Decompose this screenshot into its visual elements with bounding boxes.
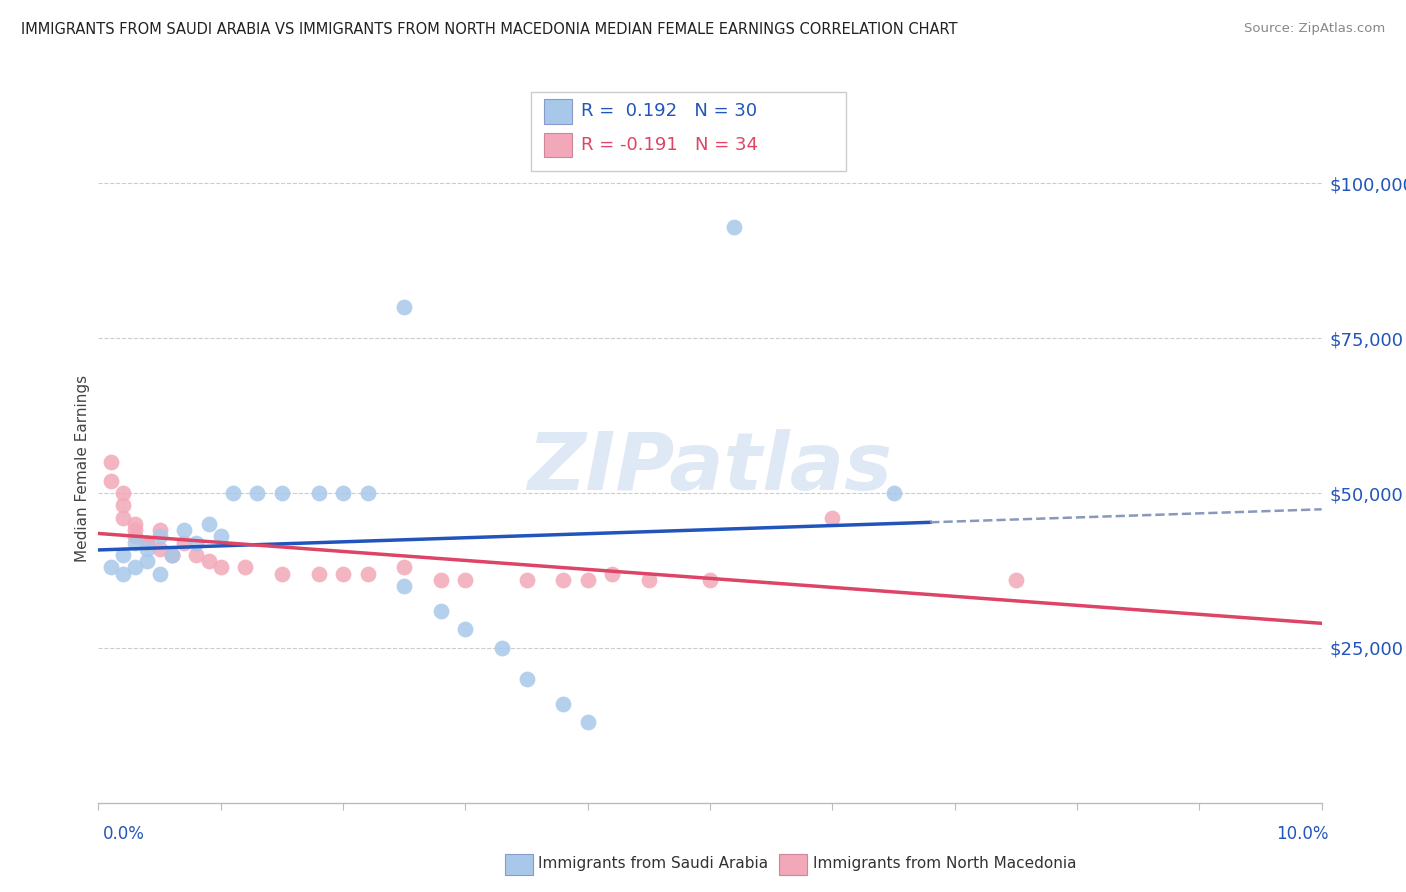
Point [430,573,453,587]
Point [160,548,183,562]
Point [270,566,292,581]
Point [197,554,219,568]
Point [124,523,146,537]
Point [149,529,172,543]
Point [723,219,745,234]
Point [186,535,208,549]
Point [600,566,623,581]
Point [160,548,183,562]
Point [173,535,195,549]
Point [111,499,134,513]
Point [124,517,146,532]
Point [173,523,195,537]
Point [197,517,219,532]
Point [136,535,159,549]
Point [392,560,416,574]
Point [209,529,232,543]
Point [111,486,134,500]
Point [308,486,330,500]
Point [100,455,122,469]
Point [883,486,905,500]
Point [553,697,575,711]
Point [491,640,513,655]
Point [111,548,134,562]
Point [430,604,453,618]
Point [332,566,354,581]
Y-axis label: Median Female Earnings: Median Female Earnings [75,375,90,562]
Point [356,566,378,581]
Point [111,511,134,525]
Point [136,535,159,549]
Point [246,486,269,500]
Point [124,529,146,543]
Point [124,535,146,549]
Point [124,560,146,574]
Point [136,541,159,556]
Point [1004,573,1026,587]
Text: 10.0%: 10.0% [1277,825,1329,843]
Point [392,300,416,314]
Point [209,560,232,574]
Point [136,554,159,568]
Text: IMMIGRANTS FROM SAUDI ARABIA VS IMMIGRANTS FROM NORTH MACEDONIA MEDIAN FEMALE EA: IMMIGRANTS FROM SAUDI ARABIA VS IMMIGRAN… [21,22,957,37]
Point [100,560,122,574]
Point [637,573,661,587]
Point [553,573,575,587]
Point [270,486,292,500]
Text: 0.0%: 0.0% [103,825,145,843]
Point [149,523,172,537]
Point [576,715,599,730]
Point [454,573,477,587]
Point [516,573,538,587]
Point [160,548,183,562]
Point [821,511,844,525]
Text: R =  0.192   N = 30: R = 0.192 N = 30 [581,103,756,120]
Point [516,672,538,686]
Text: Immigrants from North Macedonia: Immigrants from North Macedonia [813,856,1076,871]
Point [699,573,721,587]
Point [186,548,208,562]
Point [111,566,134,581]
Point [100,474,122,488]
Point [356,486,378,500]
Text: ZIPatlas: ZIPatlas [527,429,893,508]
Text: Source: ZipAtlas.com: Source: ZipAtlas.com [1244,22,1385,36]
Point [454,623,477,637]
Point [308,566,330,581]
Point [149,541,172,556]
Point [392,579,416,593]
Text: Immigrants from Saudi Arabia: Immigrants from Saudi Arabia [538,856,769,871]
Point [233,560,256,574]
Point [576,573,599,587]
Point [149,566,172,581]
Point [332,486,354,500]
Text: R = -0.191   N = 34: R = -0.191 N = 34 [581,136,758,154]
Point [222,486,245,500]
